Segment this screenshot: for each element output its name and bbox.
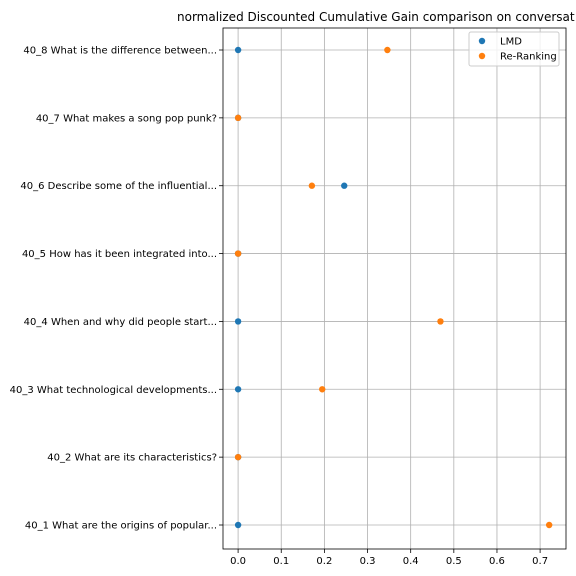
y-tick-label: 40_5 How has it been integrated into... xyxy=(22,249,217,260)
points-layer xyxy=(234,46,553,529)
legend-label: Re-Ranking xyxy=(500,52,557,63)
data-point xyxy=(437,318,444,325)
legend-marker xyxy=(478,52,486,60)
data-point xyxy=(234,521,242,529)
data-point xyxy=(234,114,242,122)
x-tick-label: 0.4 xyxy=(403,556,419,567)
plot-area: 0.0 0.1 0.2 0.3 0.4 0.5 0.6 0.7 40_1 What are t… xyxy=(10,27,567,567)
data-point xyxy=(234,46,242,54)
x-tick-label: 0.2 xyxy=(316,556,332,567)
y-tick-label: 40_7 What makes a song pop punk? xyxy=(36,113,217,124)
y-tick-label: 40_1 What are the origins of popular... xyxy=(25,521,217,532)
x-tick-label: 0.1 xyxy=(273,556,289,567)
data-point xyxy=(234,250,242,257)
chart-title: normalized Discounted Cumulative Gain co… xyxy=(177,10,575,24)
data-point xyxy=(319,386,326,393)
x-axis: 0.0 0.1 0.2 0.3 0.4 0.5 0.6 0.7 xyxy=(230,549,548,567)
y-tick-label: 40_4 When and why did people start... xyxy=(24,317,217,328)
grid-layer xyxy=(223,28,566,549)
plot-frame xyxy=(222,27,567,550)
x-tick-label: 0.6 xyxy=(489,556,505,567)
legend-items: LMD Re-Ranking xyxy=(478,37,557,63)
legend-box xyxy=(468,31,560,67)
x-tick-label: 0.0 xyxy=(230,556,246,567)
y-tick-label: 40_6 Describe some of the influential... xyxy=(20,181,217,192)
data-point xyxy=(234,453,242,461)
data-point xyxy=(341,182,348,189)
data-point xyxy=(234,386,242,393)
y-tick-label: 40_8 What is the difference between... xyxy=(23,46,217,57)
data-point xyxy=(234,318,242,325)
y-tick-label: 40_3 What technological developments... xyxy=(10,385,217,396)
legend-label: LMD xyxy=(500,37,522,48)
x-tick-label: 0.3 xyxy=(360,556,376,567)
data-point xyxy=(545,521,553,529)
legend-marker xyxy=(478,37,486,45)
x-tick-label: 0.7 xyxy=(532,556,548,567)
x-tick-label: 0.5 xyxy=(446,556,462,567)
y-axis: 40_1 What are the origins of popular... 4… xyxy=(10,46,223,532)
y-tick-label: 40_2 What are its characteristics? xyxy=(47,453,217,464)
data-point xyxy=(384,46,391,54)
data-point xyxy=(308,182,316,189)
legend: LMD Re-Ranking xyxy=(468,31,560,67)
